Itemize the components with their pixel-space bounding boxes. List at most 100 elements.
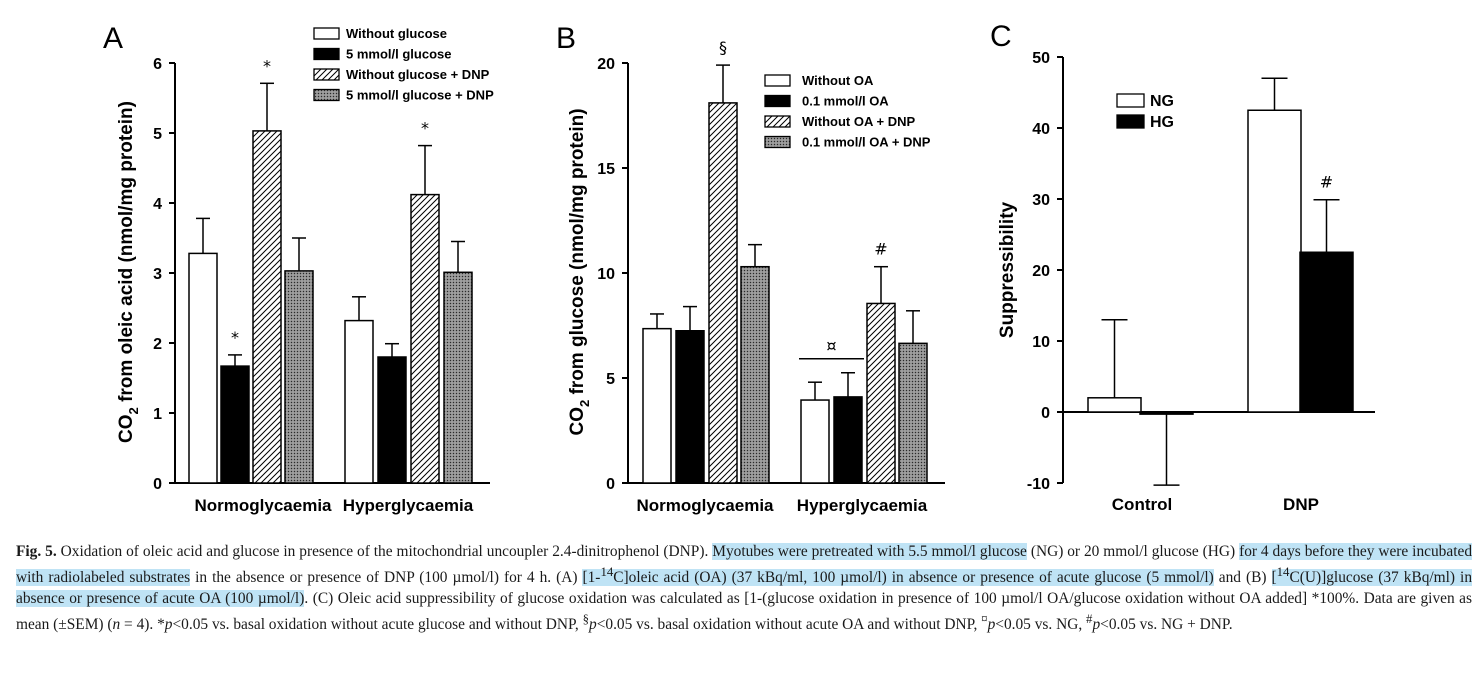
- significance-marker: ¤: [826, 336, 836, 355]
- panel-letter: B: [556, 22, 576, 55]
- y-tick-label: 1: [153, 406, 162, 423]
- caption-text: in the absence or presence of DNP (100 µ…: [190, 569, 583, 587]
- bar: [410, 193, 440, 484]
- y-tick-label: 6: [153, 56, 162, 73]
- legend-label: 0.1 mmol/l OA + DNP: [802, 135, 931, 150]
- caption-text: <0.05 vs. basal oxidation without acute …: [172, 616, 583, 634]
- caption-var: p: [589, 616, 597, 634]
- figure-caption: Fig. 5. Oxidation of oleic acid and gluc…: [16, 541, 1473, 635]
- caption-var: p: [987, 616, 996, 634]
- legend-swatch: [764, 94, 791, 108]
- bar: [708, 102, 738, 484]
- caption-text: . (C) Oleic acid suppressibility of gluc…: [16, 590, 1473, 634]
- caption-text: <0.05 vs. basal oxidation without acute …: [596, 616, 982, 634]
- bar: [220, 365, 250, 484]
- legend-label: 0.1 mmol/l OA: [802, 94, 889, 109]
- y-tick-label: 3: [153, 266, 162, 283]
- legend-label: 5 mmol/l glucose + DNP: [346, 88, 494, 103]
- y-tick-label: 5: [606, 371, 615, 388]
- category-label: DNP: [1283, 495, 1319, 514]
- bar: [898, 342, 928, 484]
- y-tick-label: 2: [153, 336, 162, 353]
- bar: [1247, 109, 1302, 413]
- bar: [866, 302, 896, 484]
- bar: [1087, 397, 1142, 413]
- y-axis-label: CO2 from oleic acid (nmol/mg protein): [116, 101, 141, 443]
- panel-b: B 0 5 10 15 20 CO2 from glucose (nmol/mg prote…: [556, 22, 945, 515]
- y-tick-label: 20: [597, 56, 615, 73]
- category-label: Normoglycaemia: [637, 496, 775, 515]
- y-tick-label: 20: [1032, 263, 1050, 280]
- legend-swatch: [1116, 93, 1145, 108]
- significance-marker: #: [874, 240, 887, 259]
- y-tick-label: 10: [1032, 334, 1050, 351]
- caption-text: and (B): [1213, 569, 1272, 587]
- legend-swatch: [764, 115, 791, 128]
- caption-text: = 4). *: [120, 616, 165, 634]
- figure-panels: A 0 1 2 3 4 5 6 CO2 from oleic acid (nmol/mg pro…: [103, 20, 1375, 515]
- significance-marker: #: [1320, 173, 1333, 192]
- legend-swatch: [313, 68, 340, 81]
- legend-swatch: [313, 88, 340, 102]
- y-tick-label: 15: [597, 161, 615, 178]
- caption-text: <0.05 vs. NG,: [995, 616, 1087, 634]
- caption-var: p: [1092, 616, 1101, 634]
- category-label: Hyperglycaemia: [797, 496, 928, 515]
- y-tick-label: 5: [153, 126, 162, 143]
- legend-swatch: [764, 135, 791, 149]
- caption-var: n: [112, 616, 121, 634]
- bar: [1299, 251, 1354, 413]
- caption-symbol: §: [582, 612, 589, 627]
- category-label: Control: [1112, 495, 1172, 514]
- legend-swatch: [313, 47, 340, 61]
- y-axis-label: CO2 from glucose (nmol/mg protein): [567, 108, 592, 435]
- caption-var: p: [164, 616, 173, 634]
- significance-marker: *: [263, 56, 271, 75]
- legend-label: Without glucose + DNP: [346, 67, 490, 82]
- legend-label: Without OA + DNP: [802, 114, 915, 129]
- bar: [252, 130, 282, 484]
- y-tick-label: -10: [1027, 476, 1050, 493]
- y-tick-label: 30: [1032, 192, 1050, 209]
- panel-a: A 0 1 2 3 4 5 6 CO2 from oleic acid (nmol/mg pro…: [103, 22, 494, 515]
- legend-label: 5 mmol/l glucose: [346, 47, 451, 62]
- caption-text: Oxidation of oleic acid and glucose in p…: [56, 543, 713, 560]
- caption-text: <0.05 vs. NG + DNP.: [1100, 616, 1233, 634]
- y-tick-label: 4: [153, 196, 162, 213]
- panel-letter: A: [103, 22, 123, 55]
- caption-highlight: [1-14C]oleic acid (OA) (37 kBq/ml, 100 µ…: [582, 565, 1214, 587]
- bar: [284, 270, 314, 484]
- significance-marker: *: [231, 328, 239, 347]
- y-tick-label: 0: [606, 476, 615, 493]
- bar: [740, 265, 770, 484]
- caption-fig-label: Fig. 5.: [16, 543, 57, 560]
- caption-symbol: #: [1086, 612, 1093, 627]
- bar: [377, 356, 407, 484]
- bar: [642, 327, 672, 484]
- caption-highlight: Myotubes were pretreated with 5.5 mmol/l…: [712, 543, 1027, 560]
- category-label: Hyperglycaemia: [343, 496, 474, 515]
- legend-swatch: [764, 74, 791, 87]
- bar: [443, 271, 473, 484]
- significance-marker: *: [421, 119, 429, 138]
- legend-label: Without OA: [802, 73, 874, 88]
- panel-letter: C: [990, 20, 1012, 53]
- bar: [188, 252, 218, 484]
- legend-swatch: [313, 27, 340, 40]
- bar: [1139, 411, 1194, 415]
- legend-swatch: [1116, 114, 1145, 129]
- bar: [800, 399, 830, 484]
- y-tick-label: 50: [1032, 50, 1050, 67]
- y-tick-label: 0: [1041, 405, 1050, 422]
- bar: [833, 396, 863, 484]
- bar: [344, 319, 374, 484]
- category-label: Normoglycaemia: [195, 496, 333, 515]
- y-tick-label: 0: [153, 476, 162, 493]
- legend-label: HG: [1150, 114, 1174, 131]
- caption-text: (NG) or 20 mmol/l glucose (HG): [1026, 543, 1240, 560]
- panel-c: C -10 0 10 20 30 40 50 Suppressibility Control DNP…: [990, 20, 1375, 514]
- y-axis-label: Suppressibility: [997, 201, 1018, 338]
- bar: [675, 330, 705, 484]
- legend-label: NG: [1150, 93, 1174, 110]
- legend-label: Without glucose: [346, 26, 447, 41]
